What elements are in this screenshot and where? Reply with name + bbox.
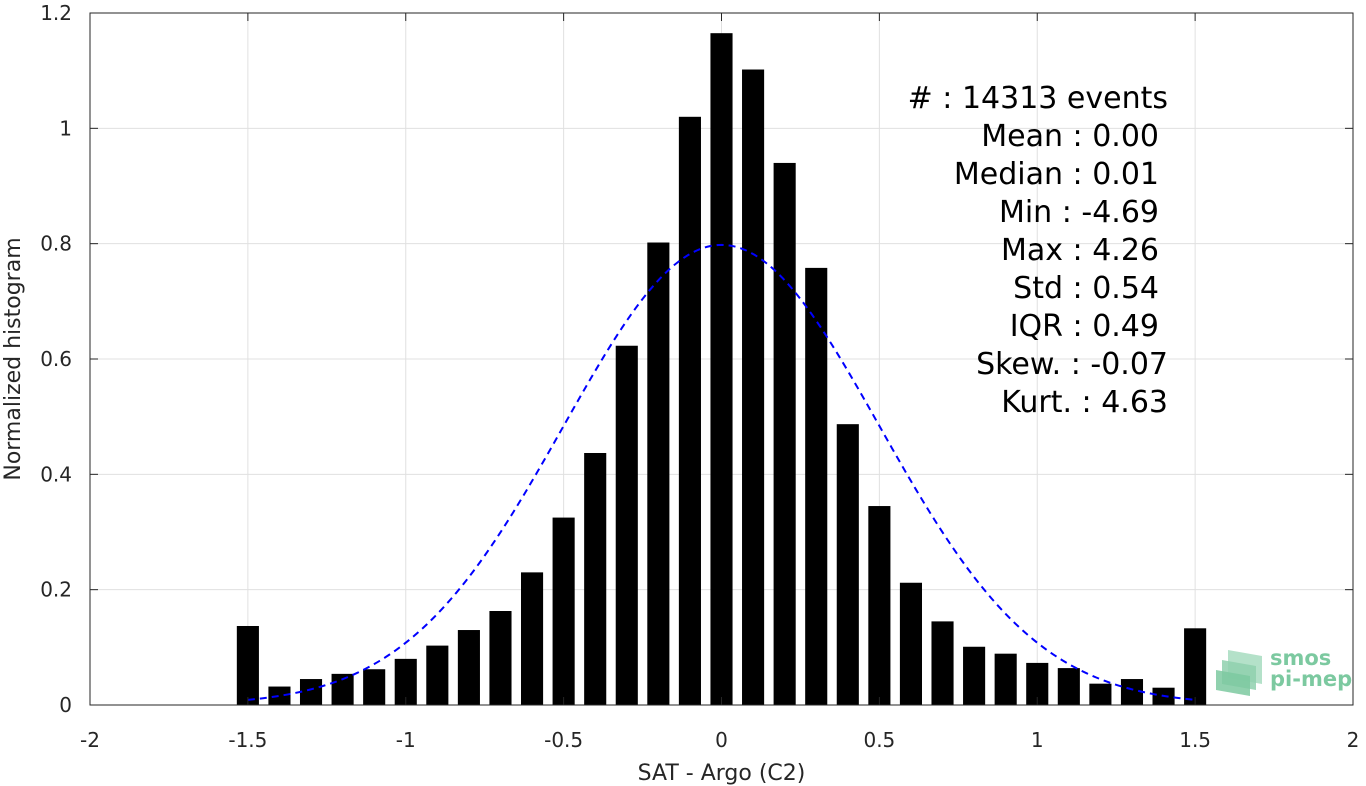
histogram-bar	[520, 572, 544, 705]
x-tick-label: 1.5	[1179, 728, 1211, 752]
y-tick-label: 0.6	[40, 347, 72, 371]
axis-ticks	[89, 12, 1354, 706]
x-tick-label: -2	[80, 728, 100, 752]
histogram-bar	[647, 242, 670, 705]
x-tick-label: 2	[1347, 728, 1360, 752]
histogram-bar	[489, 611, 512, 705]
y-tick-label: 0.2	[40, 578, 72, 602]
x-tick-label: 0.5	[863, 728, 895, 752]
y-axis-label: Normalized histogram	[1, 237, 26, 480]
histogram-bar	[268, 686, 291, 705]
histogram-bar	[1026, 662, 1049, 705]
histogram-bar	[584, 452, 607, 705]
y-tick-label: 0.8	[40, 232, 72, 256]
stats-line: Min : -4.69	[999, 195, 1159, 230]
histogram-bar	[773, 162, 796, 705]
histogram-bar	[678, 116, 701, 706]
histogram-bar	[805, 267, 828, 705]
x-tick-label: -0.5	[544, 728, 583, 752]
histogram-bar	[457, 630, 480, 705]
x-tick-label: -1	[396, 728, 416, 752]
x-tick-label: 0	[715, 728, 728, 752]
y-tick-label: 1	[59, 116, 72, 140]
histogram-bar	[1120, 679, 1144, 705]
histogram-bar	[963, 646, 986, 705]
x-tick-labels: -2 -1.5 -1 -0.5 0 0.5 1 1.5 2	[80, 728, 1359, 752]
stats-line: Median : 0.01	[954, 157, 1159, 192]
histogram-bar	[331, 673, 354, 705]
histogram-bar	[931, 621, 954, 705]
y-tick-label: 1.2	[40, 1, 72, 25]
histogram-bar	[994, 653, 1017, 705]
logo-text-pimep: pi-mep	[1270, 667, 1352, 691]
stats-line: Std : 0.54	[1013, 271, 1159, 306]
histogram-bar	[552, 517, 575, 705]
y-tick-labels: 0 0.2 0.4 0.6 0.8 1 1.2	[40, 1, 72, 717]
logo-text-smos: smos	[1270, 646, 1331, 670]
stats-line: # : 14313 events	[908, 81, 1168, 116]
histogram-bar	[1057, 668, 1080, 705]
x-axis-label: SAT - Argo (C2)	[638, 761, 806, 786]
histogram-bar	[236, 625, 259, 705]
histogram-bar	[394, 658, 417, 705]
histogram-bar	[868, 506, 891, 705]
histogram-bar	[1184, 628, 1207, 705]
gaussian-fit-curve	[247, 243, 1196, 701]
histogram-bars	[236, 33, 1207, 706]
stats-line: IQR : 0.49	[1010, 309, 1159, 344]
x-tick-label: 1	[1031, 728, 1044, 752]
histogram-bar	[836, 424, 859, 705]
histogram-bar	[710, 33, 733, 705]
histogram-bar	[363, 669, 386, 705]
y-tick-label: 0.4	[40, 462, 72, 486]
histogram-bar	[299, 679, 323, 705]
histogram-bar	[1089, 683, 1112, 705]
stats-line: Skew. : -0.07	[976, 347, 1168, 382]
stats-line: Kurt. : 4.63	[1001, 385, 1168, 420]
histogram-bar	[615, 345, 638, 705]
stats-line: Mean : 0.00	[981, 119, 1159, 154]
histogram-bar	[742, 69, 765, 706]
histogram-bar	[899, 582, 923, 705]
histogram-bar	[426, 645, 449, 705]
y-tick-label: 0	[59, 693, 72, 717]
smos-pimep-logo: smos pi-mep	[1216, 646, 1352, 696]
stats-line: Max : 4.26	[1001, 233, 1159, 268]
x-tick-label: -1.5	[228, 728, 267, 752]
logo-mark-icon	[1216, 650, 1262, 696]
